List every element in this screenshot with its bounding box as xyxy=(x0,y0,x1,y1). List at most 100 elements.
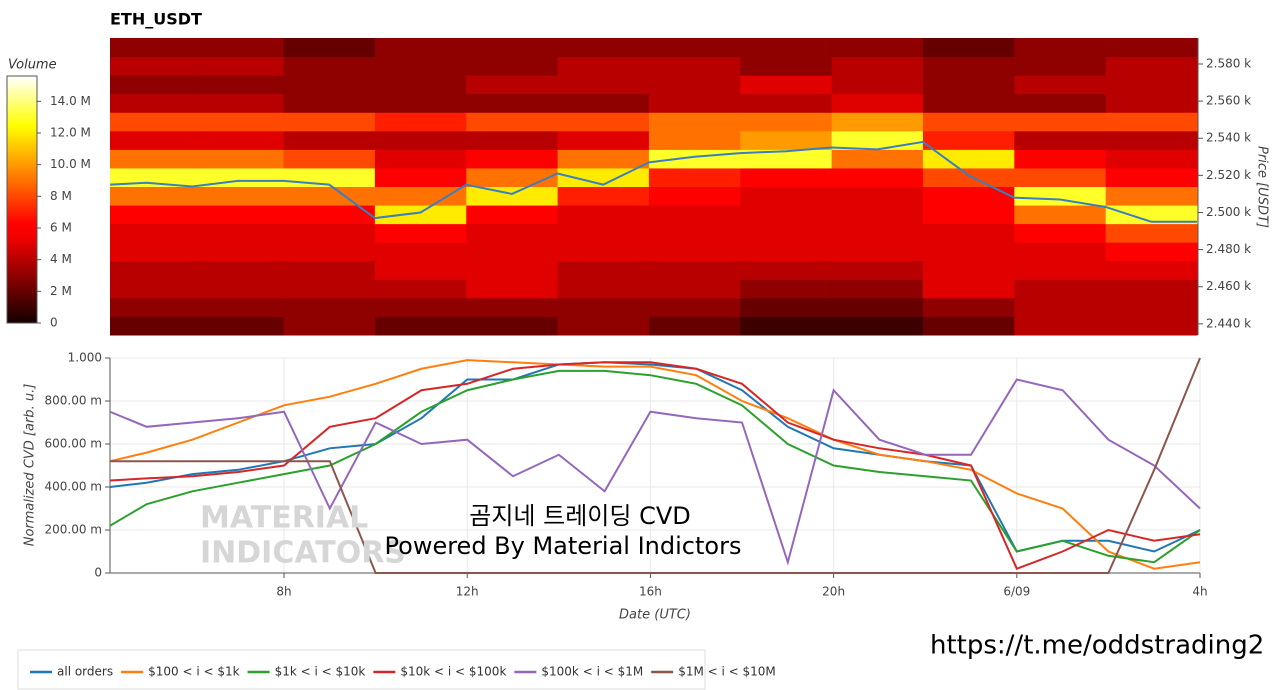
heatmap-cell xyxy=(922,186,1015,206)
heatmap-cell xyxy=(648,297,741,317)
heatmap-cell xyxy=(192,223,285,243)
heatmap-cell xyxy=(557,149,650,169)
heatmap-cell xyxy=(740,186,833,206)
heatmap-cell xyxy=(831,56,924,76)
heatmap-cell xyxy=(466,279,559,299)
colorbar-label: Volume xyxy=(8,58,57,73)
heatmap-cell xyxy=(374,223,467,243)
heatmap-cell xyxy=(831,279,924,299)
heatmap-cell xyxy=(1014,93,1107,113)
cvd-line xyxy=(109,369,1201,564)
heatmap-cell xyxy=(557,93,650,113)
heatmap-cell xyxy=(110,316,193,336)
heatmap-cell xyxy=(466,75,559,95)
heatmap-cell xyxy=(557,260,650,280)
heatmap-cell xyxy=(1105,279,1198,299)
heatmap-cell xyxy=(831,260,924,280)
heatmap-cell xyxy=(283,260,376,280)
heatmap-cell xyxy=(466,112,559,132)
annotation: 곰지네 트레이딩 CVD xyxy=(469,502,690,530)
heatmap-cell xyxy=(740,38,833,58)
heatmap-cell xyxy=(831,223,924,243)
y-tick-label: 2.560 k xyxy=(1206,94,1251,108)
heatmap-cell xyxy=(922,242,1015,262)
y-tick-label: 1.000 xyxy=(68,351,102,365)
heatmap-cell xyxy=(1014,297,1107,317)
heatmap-cell xyxy=(648,279,741,299)
cvd-line xyxy=(110,357,1201,574)
heatmap-cell xyxy=(374,186,467,206)
heatmap-cell xyxy=(374,93,467,113)
heatmap-cell xyxy=(557,186,650,206)
heatmap-cell xyxy=(466,316,559,336)
heatmap-cell xyxy=(1014,56,1107,76)
heatmap-cell xyxy=(557,205,650,225)
heatmap-cell xyxy=(1105,149,1198,169)
y-axis-label: Normalized CVD [arb. u.] xyxy=(23,384,38,547)
heatmap-cell xyxy=(374,242,467,262)
heatmap-cell xyxy=(110,93,193,113)
heatmap-cell xyxy=(740,149,833,169)
heatmap-cell xyxy=(648,223,741,243)
heatmap-cell xyxy=(831,112,924,132)
y-tick-label: 2.440 k xyxy=(1206,316,1251,330)
heatmap-cell xyxy=(283,223,376,243)
heatmap-cell xyxy=(192,242,285,262)
heatmap-cell xyxy=(648,112,741,132)
heatmap-cell xyxy=(283,56,376,76)
heatmap-cell xyxy=(1014,112,1107,132)
heatmap-cell xyxy=(740,316,833,336)
heatmap-cell xyxy=(374,130,467,150)
heatmap-cell xyxy=(1105,260,1198,280)
heatmap-cell xyxy=(466,56,559,76)
colorbar-tick-label: 4 M xyxy=(50,252,72,266)
heatmap-cell xyxy=(374,112,467,132)
heatmap-cell xyxy=(557,130,650,150)
heatmap-cell xyxy=(110,149,193,169)
heatmap-cell xyxy=(110,112,193,132)
heatmap-cell xyxy=(557,112,650,132)
heatmap-cell xyxy=(192,297,285,317)
cvd-line xyxy=(109,361,1201,570)
heatmap-cell xyxy=(283,205,376,225)
heatmap-cell xyxy=(1014,149,1107,169)
heatmap-cell xyxy=(110,223,193,243)
heatmap-cell xyxy=(1014,38,1107,58)
heatmap-cell xyxy=(648,93,741,113)
footer-link[interactable]: https://t.me/oddstrading2 xyxy=(930,631,1264,661)
heatmap-cell xyxy=(466,130,559,150)
heatmap-cell xyxy=(922,297,1015,317)
heatmap-cell xyxy=(648,316,741,336)
heatmap-cell xyxy=(374,316,467,336)
y-tick-label: 800.00 m xyxy=(45,394,103,408)
heatmap-cell xyxy=(192,38,285,58)
heatmap-cell xyxy=(283,149,376,169)
heatmap-cell xyxy=(740,75,833,95)
heatmap-cell xyxy=(1014,167,1107,187)
y-tick-label: 0 xyxy=(94,566,102,580)
price-line xyxy=(109,140,1197,223)
heatmap-cell xyxy=(831,242,924,262)
legend-label: $1M < i < $10M xyxy=(678,665,776,679)
heatmap-cell xyxy=(283,75,376,95)
legend-label: $10k < i < $100k xyxy=(400,665,506,679)
colorbar-tick-label: 14.0 M xyxy=(50,94,91,108)
heatmap-cell xyxy=(1105,316,1198,336)
colorbar-tick-label: 12.0 M xyxy=(50,126,91,140)
heatmap-cell xyxy=(374,38,467,58)
heatmap-cell xyxy=(831,316,924,336)
heatmap-cell xyxy=(1105,186,1198,206)
heatmap-cell xyxy=(283,316,376,336)
heatmap-cell xyxy=(1014,205,1107,225)
x-tick-label: 12h xyxy=(456,585,479,599)
heatmap-cell xyxy=(648,75,741,95)
heatmap-cell xyxy=(283,279,376,299)
heatmap-cell xyxy=(110,186,193,206)
heatmap-cell xyxy=(466,167,559,187)
heatmap-cell xyxy=(283,297,376,317)
heatmap-cell xyxy=(557,316,650,336)
annotation: Powered By Material Indictors xyxy=(385,532,742,560)
heatmap-cell xyxy=(557,38,650,58)
heatmap-cell xyxy=(740,93,833,113)
heatmap-cell xyxy=(1105,242,1198,262)
